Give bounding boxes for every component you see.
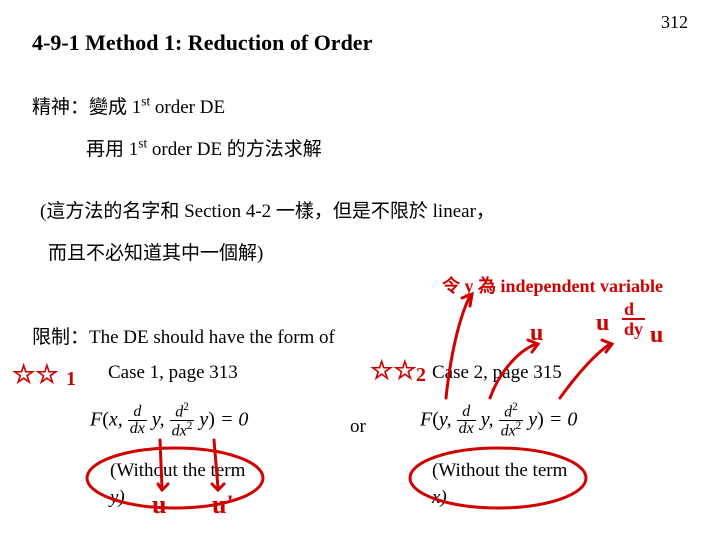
hand-star-2: ☆☆ [370,356,417,386]
text: order DE 的方法求解 [147,139,322,160]
hand-frac-num: d [622,300,645,320]
hand-u-2: u [596,310,609,337]
hand-strokes-overlay [0,0,720,540]
case-2-label: Case 2, page 315 [432,362,562,384]
text: x) [432,487,447,508]
case-1-label: Case 1, page 313 [108,362,238,384]
spirit-line-1: 精神：變成 1st order DE [32,92,225,119]
note-line-1: (這方法的名字和 Section 4-2 一樣，但是不限於 linear， [40,196,495,223]
hand-u-1: u [530,320,543,347]
hand-number-2: 2 [416,364,426,387]
hand-independent-variable: 令 y 為 independent variable [442,272,663,298]
hand-frac: d dy [622,300,645,338]
page-number: 312 [661,12,688,33]
slide-page: 312 4-9-1 Method 1: Reduction of Order 精… [0,0,720,540]
section-title: 4-9-1 Method 1: Reduction of Order [32,30,372,56]
text: order DE [150,97,225,118]
text: y) [110,487,125,508]
hand-frac-den: dy [622,320,645,338]
spirit-line-2: 再用 1st order DE 的方法求解 [86,134,322,161]
hand-u-bottom-2: u' [212,490,234,520]
sup: st [141,94,150,109]
hand-number-1: 1 [66,368,76,391]
formula-case-1: F(x, ddx y, d2dx2 y) = 0 [90,402,248,440]
hand-u-3: u [650,322,663,349]
hand-u-bottom-1: u [152,490,166,520]
hand-star-1: ☆☆ [12,360,59,390]
without-note-2: (Without the term x) [432,458,567,511]
text: (Without the term [110,460,245,481]
formula-case-2: F(y, ddx y, d2dx2 y) = 0 [420,402,577,440]
text: 精神：變成 1 [32,97,141,118]
restriction-line: 限制：The DE should have the form of [32,322,335,349]
text: 再用 1 [86,139,138,160]
sup: st [138,136,147,151]
text: (Without the term [432,460,567,481]
note-line-2: 而且不必知道其中一個解) [48,238,263,265]
or-separator: or [350,416,366,438]
